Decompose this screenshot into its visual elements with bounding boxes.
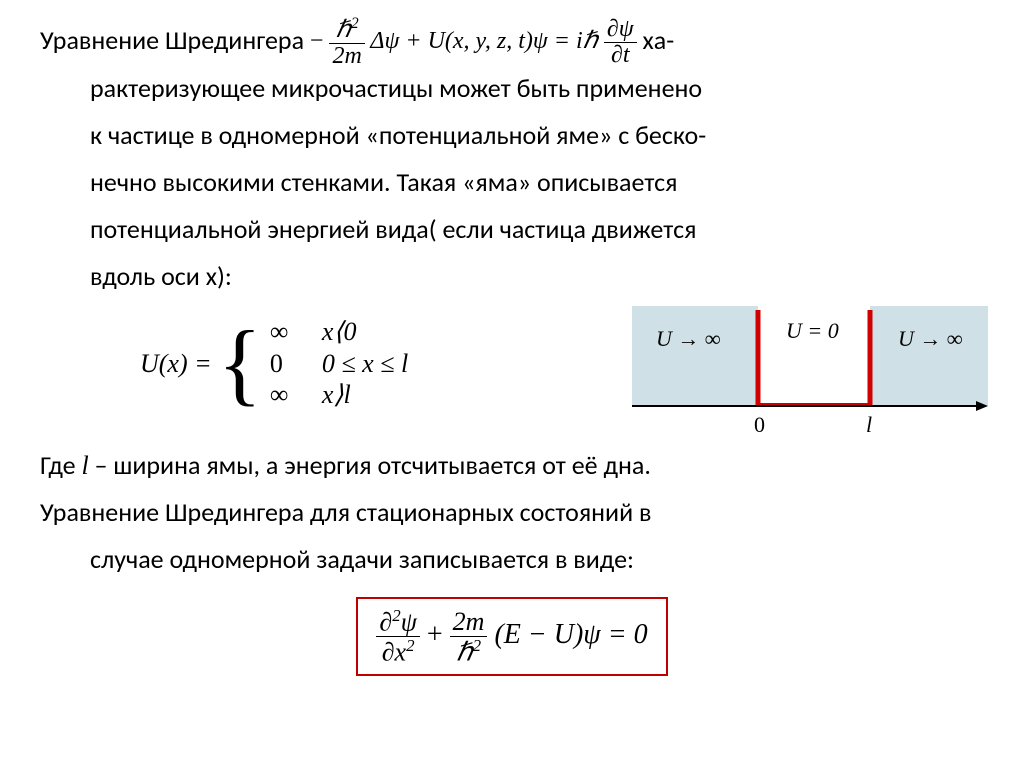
piecewise-val-3: ∞ [270,379,310,411]
eq1-sup2: 2 [351,15,359,32]
para1-post: ха- [643,24,675,56]
piecewise-lhs: U(x) = [140,344,218,383]
para1-line-1: рактеризующее микрочастицы может быть пр… [40,69,984,108]
diagram-label-u-zero: U = 0 [786,318,839,343]
eq2-d2psi-den-sup: 2 [406,636,414,655]
eq2-f2-den-sup: 2 [473,636,481,655]
para1-line-3: нечно высокими стенками. Такая «яма» опи… [40,163,984,202]
para1-pre: Уравнение Шредингера [40,24,310,56]
diagram-region-right [870,306,988,406]
piecewise-row-1: ∞ x⟨0 [270,316,408,348]
piecewise-cond-1: x⟨0 [310,316,357,348]
eq1-den-2m: 2m [329,44,364,69]
piecewise-val-2: 0 [270,348,310,380]
eq2-d2psi-num-d: ∂ [379,608,392,637]
para1-line-4: потенциальной энергией вида( если частиц… [40,210,984,249]
piecewise-row-3: ∞ x⟩l [270,379,408,411]
piecewise-cond-2: 0 ≤ x ≤ l [310,348,408,380]
para2-var-l: l [81,451,88,480]
piecewise-row-2: 0 0 ≤ x ≤ l [270,348,408,380]
eq2-frac-2: 2m ℏ2 [450,608,488,665]
para3-line-1: Уравнение Шредингера для стационарных со… [40,493,984,532]
eq2-f2-den-hbar: ℏ [456,637,472,666]
eq2-d2psi-num-sup: 2 [392,606,400,625]
eq2-f2-num: 2m [450,608,488,636]
para2-post: – ширина ямы, а энергия отсчитывается от… [89,449,651,481]
eq1-hbar: ℏ [336,17,351,43]
eq2-d2psi-num-psi: ψ [401,608,417,637]
piecewise-definition: U(x) = { ∞ x⟨0 0 0 ≤ x ≤ l ∞ x⟩l [140,316,408,411]
diagram-label-u-inf-left: U → ∞ [656,326,721,351]
piecewise-brace: { [218,322,270,405]
eq1-dt: ∂t [604,43,637,68]
eq2-d2psi-den-dx: ∂x [382,638,406,667]
eq1-minus: − [310,28,324,54]
eq2-frac-1: ∂2ψ ∂x2 [376,607,419,666]
para2: Где l – ширина ямы, а энергия отсчитывае… [40,446,984,485]
eq1-delta-psi: Δψ + U(x, y, z, t)ψ = iℏ [370,28,597,54]
stationary-schrodinger-equation: ∂2ψ ∂x2 + 2m ℏ2 (E − U)ψ = 0 [356,597,667,676]
eq1-frac-hbar2-2m: ℏ2 2m [329,16,364,69]
schrodinger-equation: − ℏ2 2m Δψ + U(x, y, z, t)ψ = iℏ ∂ψ ∂t [310,16,637,69]
para1-line-2: к частице в одномерной «потенциальной ям… [40,116,984,155]
para2-pre: Где [40,449,81,481]
eq1-dpsi: ∂ψ [604,17,637,43]
eq2-tail: (E − U)ψ = 0 [494,619,647,650]
diagram-tick-0: 0 [754,412,765,437]
diagram-region-left [632,306,758,406]
diagram-tick-l: l [866,412,872,437]
eq2-plus: + [427,619,450,650]
piecewise-val-1: ∞ [270,316,310,348]
para3-line-2: случае одномерной задачи записывается в … [40,540,984,579]
diagram-label-u-inf-right: U → ∞ [898,326,963,351]
eq1-frac-dpsi-dt: ∂ψ ∂t [604,17,637,68]
potential-well-diagram: U → ∞ U = 0 U → ∞ 0 l [632,306,988,442]
piecewise-cond-3: x⟩l [310,379,351,411]
para1-line-5: вдоль оси x): [40,257,984,296]
